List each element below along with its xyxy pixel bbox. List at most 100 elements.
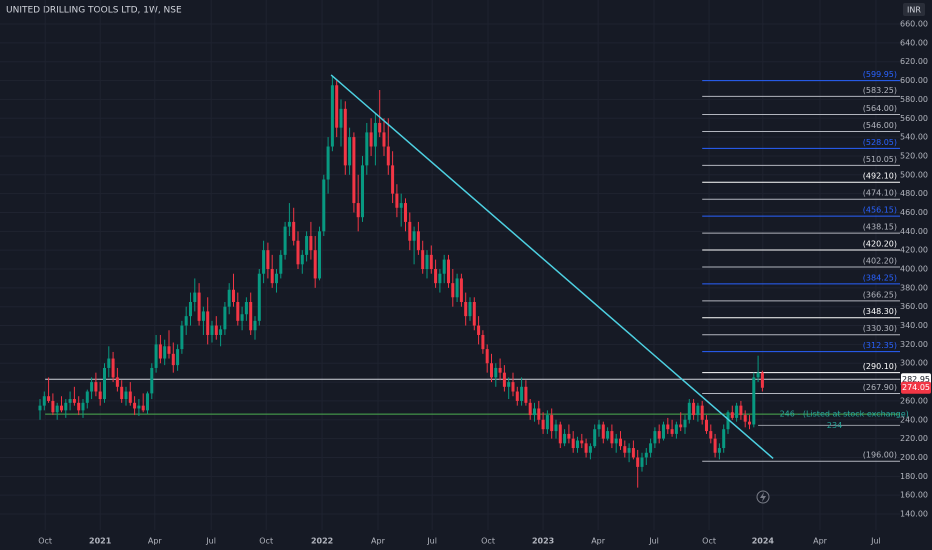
- candle-body: [128, 391, 132, 403]
- candle-body: [257, 273, 261, 321]
- candle-body: [554, 424, 558, 432]
- candle-body: [640, 457, 644, 467]
- candle-body: [649, 443, 653, 453]
- x-tick-label: 2024: [752, 537, 775, 546]
- candle-body: [270, 269, 274, 284]
- candle-body: [274, 273, 278, 284]
- y-tick-label: 520.00: [900, 151, 928, 160]
- candle-body: [214, 325, 218, 335]
- y-tick-label: 440.00: [900, 227, 928, 236]
- y-tick-label: 580.00: [900, 95, 928, 104]
- candle-body: [378, 122, 382, 133]
- candle-body: [618, 438, 623, 447]
- candle-body: [145, 393, 149, 411]
- candle-body: [610, 431, 614, 444]
- candle-body: [279, 254, 283, 274]
- y-tick-label: 160.00: [900, 491, 928, 500]
- level-label: (492.10): [863, 172, 897, 181]
- candle-body: [459, 278, 463, 302]
- x-tick-label: 2023: [532, 537, 554, 546]
- candle-body: [502, 372, 506, 387]
- candle-body: [752, 377, 756, 425]
- price-badge: [901, 381, 931, 394]
- candle-body: [210, 325, 214, 335]
- candle-body: [743, 415, 747, 422]
- candle-body: [653, 431, 657, 444]
- candle-body: [507, 382, 511, 387]
- candle-body: [425, 254, 429, 270]
- candle-body: [124, 391, 128, 400]
- candle-body: [683, 419, 687, 428]
- y-tick-label: 140.00: [900, 510, 928, 519]
- y-tick-label: 360.00: [900, 302, 928, 311]
- candle-body: [180, 325, 184, 350]
- candle-body: [713, 438, 717, 453]
- candle-body: [657, 431, 661, 439]
- event-icon[interactable]: [756, 490, 770, 504]
- candle-body: [373, 122, 377, 147]
- candle-body: [670, 429, 674, 434]
- x-tick-label: Apr: [813, 537, 828, 546]
- x-tick-label: Jul: [205, 537, 216, 546]
- y-tick-label: 620.00: [900, 57, 928, 66]
- level-label: (474.10): [863, 189, 897, 198]
- candle-body: [511, 382, 515, 392]
- y-tick-label: 200.00: [900, 453, 928, 462]
- candle-body: [120, 386, 124, 400]
- candle-body: [434, 269, 438, 284]
- candle-body: [399, 203, 403, 208]
- candle-body: [77, 402, 81, 411]
- y-tick-label: 500.00: [900, 170, 928, 179]
- candle-body: [266, 250, 270, 270]
- grid: [0, 0, 900, 530]
- y-tick-label: 380.00: [900, 283, 928, 292]
- candle-body: [661, 424, 666, 439]
- candle-body: [429, 254, 433, 270]
- candle-body: [141, 405, 145, 411]
- candle-body: [747, 421, 752, 425]
- candle-body: [489, 363, 494, 378]
- candle-body: [520, 386, 524, 401]
- candle-body: [72, 399, 76, 403]
- candle-body: [348, 137, 352, 166]
- candle-body: [107, 358, 111, 368]
- x-tick-label: Oct: [481, 537, 495, 546]
- candle-body: [614, 438, 618, 444]
- candle-body: [709, 431, 713, 439]
- candle-body: [305, 236, 309, 255]
- candle-body: [115, 377, 119, 387]
- candle-body: [322, 179, 326, 232]
- candle-body: [636, 457, 640, 467]
- level-label: (290.10): [863, 362, 897, 371]
- candle-body: [674, 424, 678, 434]
- candle-body: [584, 443, 588, 453]
- candle-body: [360, 165, 364, 218]
- candle-body: [545, 415, 549, 430]
- candle-body: [369, 132, 373, 147]
- candle-body: [55, 405, 59, 413]
- candle-body: [627, 448, 631, 453]
- candle-body: [64, 402, 68, 411]
- candle-body: [739, 405, 743, 416]
- candle-body: [163, 346, 167, 359]
- candle-body: [201, 311, 205, 321]
- candle-body: [223, 306, 227, 330]
- price-badge-label: 274.05: [902, 383, 930, 392]
- level-label: (438.15): [863, 223, 897, 232]
- currency: INR: [907, 6, 921, 15]
- candle-body: [339, 108, 343, 128]
- level-label: (528.05): [863, 138, 897, 147]
- candle-body: [442, 259, 446, 274]
- candle-body: [451, 283, 455, 298]
- annotation: 246 - (Listed at stock exchange): [780, 410, 909, 419]
- candle-body: [412, 231, 416, 241]
- currency-box: [903, 3, 925, 16]
- price-badge-label: 282.95: [902, 375, 930, 384]
- candle-body: [133, 402, 137, 409]
- event-bolt: [760, 492, 766, 502]
- x-tick-label: Jul: [426, 537, 437, 546]
- y-tick-label: 400.00: [900, 265, 928, 274]
- y-tick-label: 640.00: [900, 38, 928, 47]
- candle-body: [240, 314, 244, 321]
- candle-body: [38, 405, 42, 411]
